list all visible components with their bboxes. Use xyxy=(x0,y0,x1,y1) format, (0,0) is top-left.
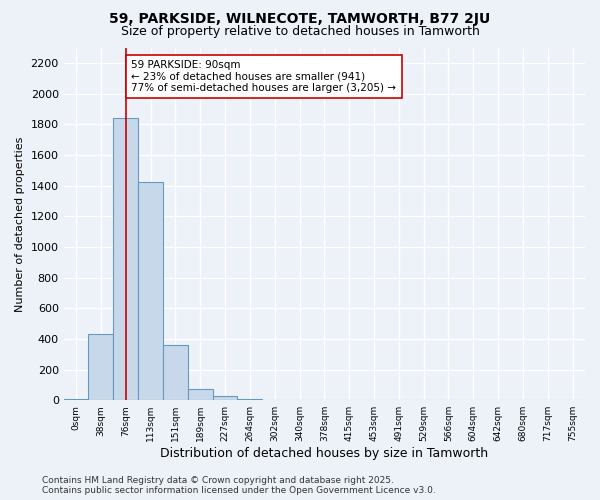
Y-axis label: Number of detached properties: Number of detached properties xyxy=(15,136,25,312)
Bar xyxy=(188,388,212,400)
Bar xyxy=(212,396,238,400)
Bar xyxy=(88,334,113,400)
X-axis label: Distribution of detached houses by size in Tamworth: Distribution of detached houses by size … xyxy=(160,447,488,460)
Text: Size of property relative to detached houses in Tamworth: Size of property relative to detached ho… xyxy=(121,25,479,38)
Text: 59, PARKSIDE, WILNECOTE, TAMWORTH, B77 2JU: 59, PARKSIDE, WILNECOTE, TAMWORTH, B77 2… xyxy=(109,12,491,26)
Bar xyxy=(163,345,188,400)
Bar xyxy=(113,118,138,400)
Text: 59 PARKSIDE: 90sqm
← 23% of detached houses are smaller (941)
77% of semi-detach: 59 PARKSIDE: 90sqm ← 23% of detached hou… xyxy=(131,60,397,93)
Bar xyxy=(138,182,163,400)
Text: Contains HM Land Registry data © Crown copyright and database right 2025.
Contai: Contains HM Land Registry data © Crown c… xyxy=(42,476,436,495)
